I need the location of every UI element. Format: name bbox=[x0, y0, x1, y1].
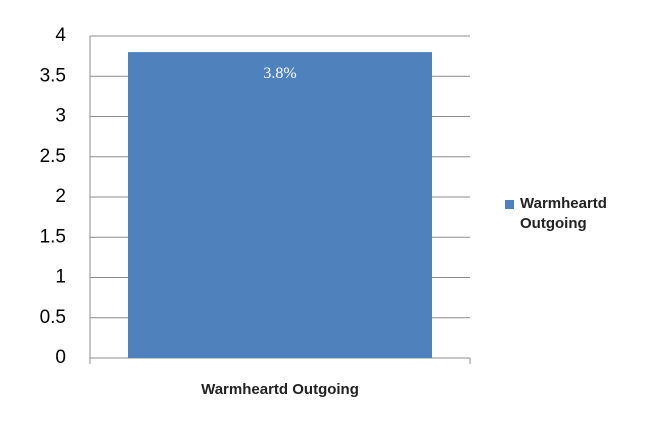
y-tick-label: 1.5 bbox=[40, 226, 66, 247]
bar bbox=[128, 52, 432, 358]
y-tick-label: 1 bbox=[55, 267, 66, 288]
y-tick-label: 2.5 bbox=[40, 146, 66, 167]
y-tick-label: 0.5 bbox=[40, 307, 66, 328]
y-tick-label: 4 bbox=[55, 25, 66, 46]
y-tick-label: 2 bbox=[55, 186, 66, 207]
data-label: 3.8% bbox=[263, 65, 296, 82]
y-tick-label: 3 bbox=[55, 106, 66, 127]
x-tick-label: Warmheartd Outgoing bbox=[201, 381, 359, 398]
legend: Warmheartd Outgoing bbox=[505, 194, 635, 234]
legend-swatch bbox=[505, 200, 514, 209]
y-tick-label: 0 bbox=[55, 347, 66, 368]
y-tick-label: 3.5 bbox=[40, 65, 66, 86]
legend-label: Warmheartd Outgoing bbox=[520, 195, 607, 232]
